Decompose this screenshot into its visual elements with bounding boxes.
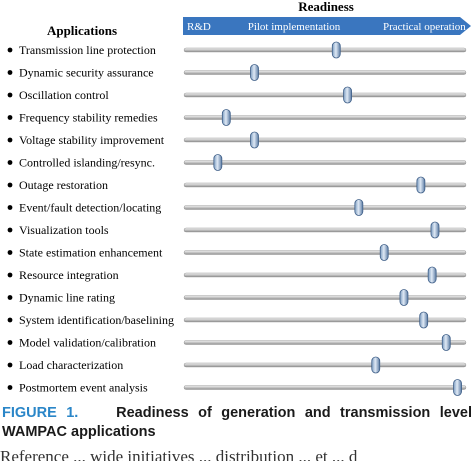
readiness-marker — [379, 244, 389, 261]
application-label: Postmortem event analysis — [19, 381, 148, 395]
readiness-marker — [419, 311, 429, 329]
figure-caption-text: Readiness of generation and transmission… — [2, 405, 472, 440]
readiness-marker — [354, 199, 364, 216]
stage-label-rd: R&D — [187, 21, 211, 33]
readiness-track — [183, 317, 467, 323]
figure-label: FIGURE 1. — [2, 405, 79, 421]
readiness-marker — [250, 131, 259, 149]
application-label: Transmission line protection — [19, 43, 156, 57]
bullet-dot — [7, 340, 13, 345]
bullet-dot — [7, 115, 13, 120]
bullet-dot — [7, 250, 13, 255]
stage-label-practical: Practical operation — [383, 21, 466, 33]
application-label: Voltage stability improvement — [19, 133, 165, 147]
bullet-dot — [7, 182, 13, 188]
applications-header: Applications — [47, 23, 117, 38]
readiness-marker — [430, 221, 440, 239]
readiness-track — [183, 227, 467, 233]
bullet-dot — [7, 362, 13, 368]
readiness-track — [183, 340, 467, 345]
application-label: Model validation/calibration — [19, 336, 156, 350]
bullet-dot — [7, 70, 13, 75]
bullet-dot — [7, 385, 13, 390]
readiness-marker — [441, 334, 451, 351]
application-label: State estimation enhancement — [19, 246, 163, 260]
readiness-track — [183, 137, 467, 143]
figure-caption: FIGURE 1. Readiness of generation and tr… — [2, 404, 472, 442]
readiness-marker — [453, 379, 462, 396]
bullet-dot — [7, 295, 13, 300]
readiness-track — [183, 182, 467, 188]
cutoff-body-text: Reference ... wide initiatives ... distr… — [0, 447, 358, 461]
readiness-track — [183, 362, 467, 368]
application-label: Visualization tools — [19, 223, 109, 237]
readiness-arrow — [183, 17, 471, 35]
bullet-dot — [7, 47, 13, 53]
application-label: Outage restoration — [19, 178, 108, 192]
readiness-marker — [399, 289, 409, 306]
readiness-marker — [371, 356, 381, 374]
bullet-dot — [7, 137, 13, 143]
readiness-track — [183, 295, 467, 300]
application-label: Controlled islanding/resync. — [19, 156, 155, 170]
readiness-marker — [221, 109, 231, 126]
readiness-track — [183, 70, 467, 75]
bullet-dot — [7, 205, 13, 210]
readiness-track — [183, 115, 467, 120]
readiness-marker — [331, 41, 341, 59]
readiness-track — [183, 205, 467, 210]
chart-title: Readiness — [298, 0, 354, 14]
readiness-track — [183, 47, 467, 53]
readiness-marker — [250, 64, 259, 81]
readiness-marker — [343, 86, 352, 104]
bullet-dot — [7, 160, 13, 165]
application-label: Event/fault detection/locating — [19, 201, 161, 215]
readiness-track — [183, 385, 467, 390]
readiness-marker — [213, 154, 223, 171]
readiness-marker — [427, 266, 437, 284]
readiness-track — [183, 272, 467, 278]
application-label: Load characterization — [19, 358, 123, 372]
application-label: Oscillation control — [19, 88, 109, 102]
bullet-dot — [7, 272, 13, 278]
application-label: Dynamic line rating — [19, 291, 115, 305]
application-label: System identification/baselining — [19, 313, 174, 327]
readiness-marker — [416, 176, 426, 194]
bullet-dot — [7, 92, 13, 98]
readiness-track — [183, 250, 467, 255]
application-label: Resource integration — [19, 268, 119, 282]
application-label: Frequency stability remedies — [19, 111, 158, 125]
stage-label-pilot: Pilot implementation — [248, 21, 341, 33]
bullet-dot — [7, 227, 13, 233]
bullet-dot — [7, 317, 13, 323]
readiness-track — [183, 160, 467, 165]
application-label: Dynamic security assurance — [19, 66, 154, 80]
readiness-track — [183, 92, 467, 98]
